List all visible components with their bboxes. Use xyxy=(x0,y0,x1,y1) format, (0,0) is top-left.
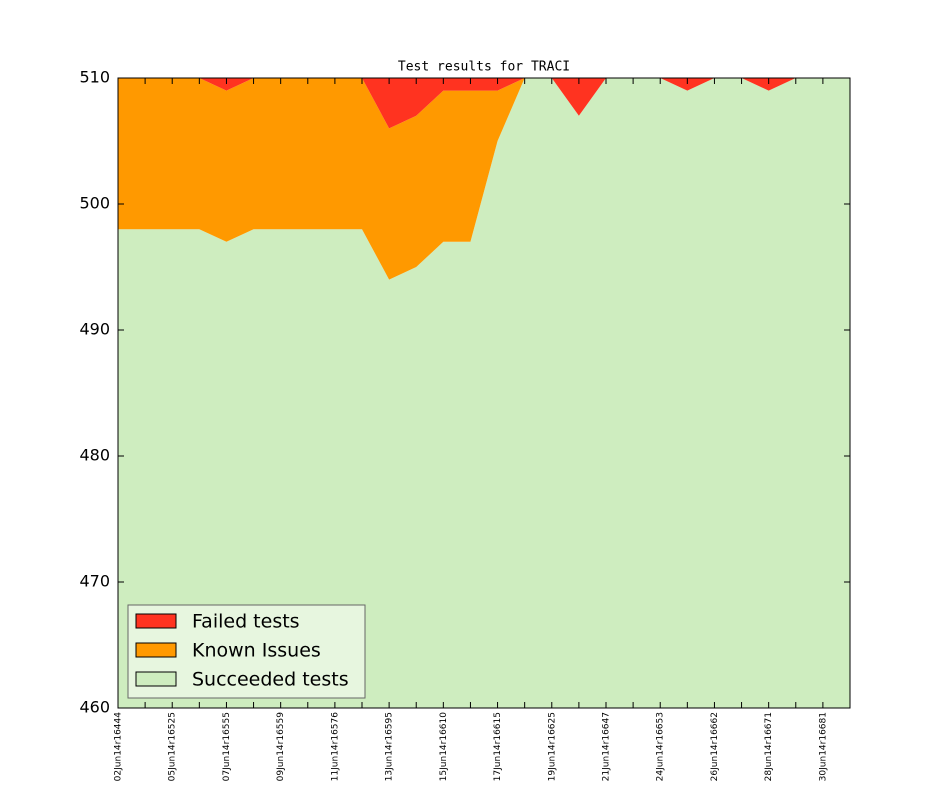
y-tick-label: 490 xyxy=(79,320,110,339)
x-tick-label: 21Jun14r16647 xyxy=(602,712,612,781)
x-tick-label: 07Jun14r16555 xyxy=(222,712,232,781)
legend-swatch xyxy=(135,642,177,658)
x-tick-label: 26Jun14r16662 xyxy=(710,712,720,781)
legend-label: Known Issues xyxy=(192,640,321,662)
x-tick-label: 15Jun14r16610 xyxy=(439,712,449,782)
x-tick-label: 28Jun14r16671 xyxy=(764,712,774,781)
area xyxy=(118,78,850,708)
chart-title: Test results for TRACI xyxy=(398,60,570,75)
y-tick-label: 470 xyxy=(79,572,110,591)
legend-label: Succeeded tests xyxy=(192,669,349,691)
y-tick-label: 480 xyxy=(79,446,110,465)
x-tick-label: 09Jun14r16559 xyxy=(276,712,286,782)
x-tick-label: 17Jun14r16615 xyxy=(493,712,503,781)
x-tick-label: 13Jun14r16595 xyxy=(385,712,395,781)
x-tick-label: 02Jun14r16444 xyxy=(114,712,124,782)
area xyxy=(118,78,850,280)
x-tick-label: 24Jun14r16653 xyxy=(656,712,666,781)
legend-swatch xyxy=(135,613,177,629)
x-tick-label: 19Jun14r16625 xyxy=(547,712,557,781)
area xyxy=(118,78,850,129)
x-tick-label: 11Jun14r16576 xyxy=(330,712,340,782)
legend: Failed tests Known Issues Succeeded tests xyxy=(127,604,366,699)
x-tick-label: 30Jun14r16681 xyxy=(818,712,828,781)
y-tick-label: 500 xyxy=(79,194,110,213)
y-tick-label: 460 xyxy=(79,698,110,717)
plot-frame xyxy=(117,77,851,709)
y-tick-label: 510 xyxy=(79,68,110,87)
x-tick-label: 05Jun14r16525 xyxy=(168,712,178,781)
legend-swatch xyxy=(135,671,177,687)
legend-label: Failed tests xyxy=(192,611,300,633)
